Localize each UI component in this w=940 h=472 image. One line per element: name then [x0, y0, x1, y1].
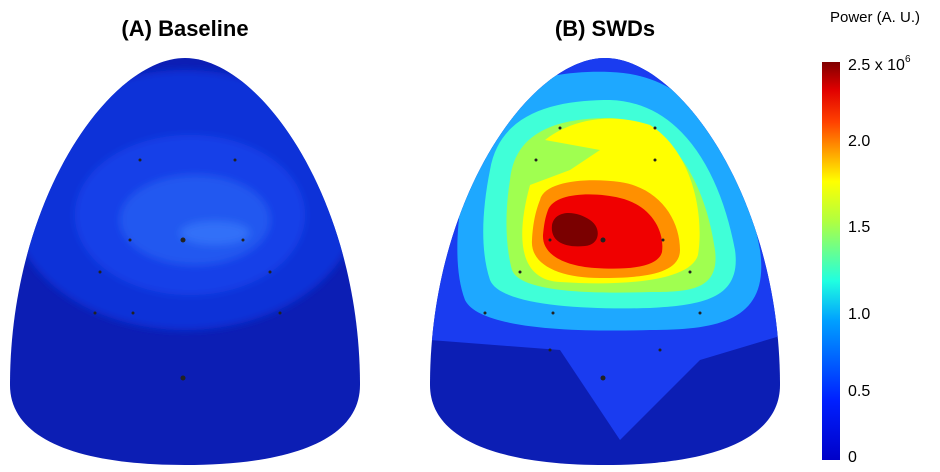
tick-mantissa: 2.5 x 10	[848, 57, 905, 74]
contour	[120, 175, 270, 265]
colorbar	[822, 62, 840, 460]
colorbar-tick-label: 0	[848, 449, 857, 466]
colorbar-tick-label: 2.0	[848, 133, 870, 150]
electrodes	[483, 126, 702, 381]
tick-exponent: 6	[905, 54, 911, 65]
colorbar-tick-label: 1.5	[848, 219, 870, 236]
contour	[180, 221, 250, 245]
colorbar-tick-label: 1.0	[848, 306, 870, 323]
topomap-baseline	[10, 58, 360, 465]
colorbar-title: Power (A. U.)	[830, 9, 920, 26]
contour	[542, 194, 663, 269]
panel-title: (B) SWDs	[555, 16, 655, 41]
electrodes	[93, 158, 282, 381]
contour	[551, 213, 598, 247]
panel-title: (A) Baseline	[121, 16, 248, 41]
colorbar-tick-label: 0.5	[848, 383, 870, 400]
topomap-swds	[430, 58, 780, 465]
colorbar-tick-label: 2.5 x 106	[848, 54, 911, 75]
